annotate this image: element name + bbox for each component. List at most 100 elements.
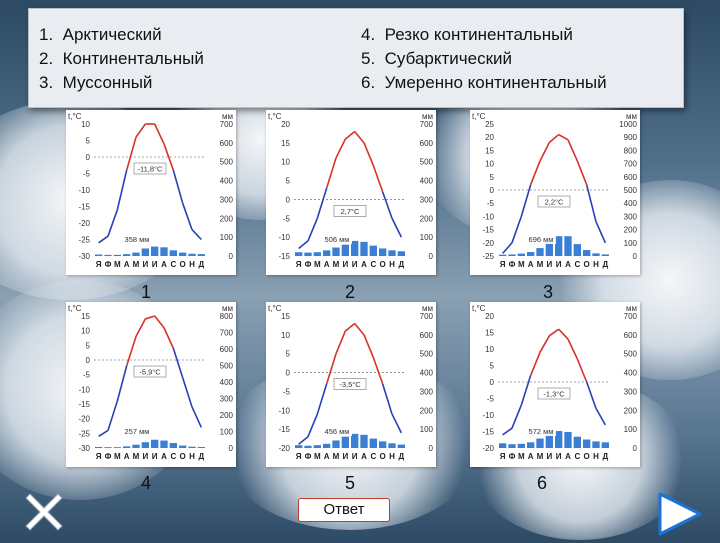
climate-list-left: 1. Арктический 2. Континентальный 3. Мус… [39,23,204,95]
temp-tick-label: -5 [283,387,291,396]
climatogram-6[interactable]: t,°C мм 20 15 10 5 0 -5 -10 -15 -20 700 600 500 400 300… [470,302,640,467]
precip-bar [508,254,516,256]
temp-tick-label: 15 [485,146,494,155]
precip-tick-label: 400 [624,199,638,208]
next-arrow-icon[interactable] [656,490,704,538]
month-label: И [352,452,358,461]
month-label: Я [500,452,506,461]
precip-tick-label: 500 [624,350,638,359]
temp-tick-label: -15 [278,252,290,261]
month-label: М [518,260,525,269]
precip-bar [123,446,131,448]
annual-precip-text: 696 мм [529,235,554,244]
temp-tick-label: -20 [278,444,290,453]
climatogram-2[interactable]: t,°C мм 20 15 10 5 0 -5 -10 -15 700 600 500 400 300 200… [266,110,436,275]
precip-bar [583,250,591,256]
temp-tick-label: 15 [485,329,494,338]
precip-bar [508,444,516,448]
avg-temp-text: 2,2°C [545,198,564,207]
month-label: О [380,452,386,461]
temperature-segment [511,216,523,244]
temp-tick-label: 10 [485,160,494,169]
next-arrow-graphic [658,492,702,536]
month-label: А [565,452,571,461]
temp-tick-label: 0 [490,186,495,195]
temp-tick-label: 20 [281,120,290,129]
month-label: Я [296,452,302,461]
annual-precip-box [122,426,152,436]
precip-bar [351,240,359,256]
climatogram-4[interactable]: t,°C мм 15 10 5 0 -5 -10 -15 -20 -25 -30 800 700 600 50… [66,302,236,467]
precip-bar [397,251,405,256]
chart-number-6: 6 [536,473,547,493]
climatogram-3[interactable]: t,°C мм 25 20 15 10 5 0 -5 -10 -15 -20 -25 1000 900 800… [470,110,640,275]
month-label: Н [189,260,195,269]
answer-button[interactable]: Ответ [298,498,390,522]
precip-bar [527,442,535,448]
precip-bar [545,241,553,256]
precip-bar [160,440,168,448]
temp-tick-label: -20 [78,219,90,228]
precip-bar [592,441,600,448]
temp-tick-label: 0 [286,369,291,378]
precip-bar [397,444,405,448]
month-label: И [142,452,148,461]
temp-tick-label: -25 [78,236,90,245]
month-label: М [114,452,121,461]
temp-tick-label: 5 [286,350,291,359]
avg-temp-label: -3,5°C [333,378,367,390]
temp-tick-label: -30 [78,444,90,453]
temperature-segment [116,170,128,210]
temp-tick-label: -10 [482,411,494,420]
temperature-segment [335,138,347,159]
avg-temp-text: -3,5°C [339,380,361,389]
month-label: А [124,452,130,461]
precip-bar [379,441,387,448]
month-label: М [314,260,321,269]
temp-axis-label: t,°C [68,304,82,313]
temp-tick-label: 5 [86,341,91,350]
temp-tick-label: -5 [283,214,291,223]
precip-bar [332,247,340,256]
precip-tick-label: 800 [220,312,234,321]
month-label: А [324,260,330,269]
month-label: С [574,260,580,269]
month-label: М [133,260,140,269]
climatogram-1[interactable]: t,°C мм 10 5 0 -5 -10 -15 -20 -25 -30 700 600 500 400 3… [66,110,236,275]
month-label: О [584,452,590,461]
precip-tick-label: 300 [420,387,434,396]
month-label: Ф [509,452,516,461]
month-label: А [565,260,571,269]
temperature-segment [372,165,384,193]
temperature-segment [154,315,165,329]
month-label: О [180,452,186,461]
temperature-segment [585,184,597,222]
temperature-segment [354,323,365,336]
temperature-segment [107,400,119,431]
precip-bar [313,445,321,448]
chart-number-4: 4 [140,473,151,493]
precip-tick-label: 700 [220,329,234,338]
avg-temp-text: -11,8°C [138,165,164,174]
temp-axis-label: t,°C [268,304,282,313]
precip-bar [160,247,168,256]
temperature-segment [135,318,147,337]
precip-tick-label: 400 [220,378,234,387]
avg-temp-text: -1,3°C [543,390,565,399]
precip-bar [517,443,525,448]
precip-bar [141,442,149,448]
precip-tick-label: 500 [624,186,638,195]
temperature-segment [595,221,607,244]
climatogram-5[interactable]: t,°C мм 15 10 5 0 -5 -10 -15 -20 700 600 500 400 300 20… [266,302,436,467]
avg-temp-box [133,365,167,378]
temp-tick-label: -15 [482,226,494,235]
precip-bar [360,434,368,448]
close-icon[interactable] [22,490,66,534]
precip-bar [104,447,112,448]
temp-tick-label: 0 [86,153,91,162]
precip-tick-label: 100 [220,233,234,242]
precip-tick-label: 400 [624,369,638,378]
temperature-segment [511,404,523,429]
precip-tick-label: 200 [420,214,434,223]
month-label: Д [602,452,608,461]
